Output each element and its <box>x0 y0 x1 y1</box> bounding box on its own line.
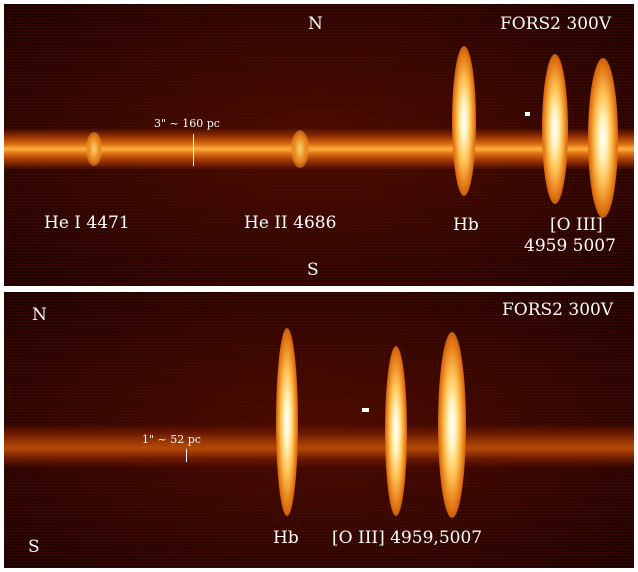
hb-emission <box>452 46 476 196</box>
he1-label: He I 4471 <box>44 213 130 233</box>
north-label: N <box>32 305 47 325</box>
scale-bar <box>193 134 194 166</box>
oiii-5007-emission <box>438 332 466 518</box>
hb-label: Hb <box>273 528 299 548</box>
oiii-wavelengths-label: 4959 5007 <box>524 236 616 256</box>
continuum-trace <box>4 424 634 468</box>
south-label: S <box>307 260 319 280</box>
he2-emission <box>291 130 309 168</box>
north-label: N <box>308 14 323 34</box>
he2-label: He II 4686 <box>244 213 337 233</box>
instrument-label: FORS2 300V <box>502 300 614 320</box>
scale-bar-label: 3" ~ 160 pc <box>154 117 220 130</box>
scale-bar <box>186 449 187 462</box>
scale-bar-label: 1" ~ 52 pc <box>142 433 201 446</box>
oiii-4959-emission <box>542 54 568 204</box>
oiii-label: [O III] <box>550 215 603 235</box>
oiii-label: [O III] 4959,5007 <box>332 528 483 548</box>
oiii-5007-emission <box>588 58 618 218</box>
hb-label: Hb <box>453 215 479 235</box>
he1-emission <box>86 132 102 166</box>
spectrum-panel-top: N FORS2 300V 3" ~ 160 pc He I 4471 He II… <box>4 4 634 286</box>
hb-emission <box>276 328 298 516</box>
spectrum-panel-bottom: N FORS2 300V 1" ~ 52 pc Hb [O III] 4959,… <box>4 292 634 568</box>
bright-pixel <box>362 408 369 412</box>
bright-pixel <box>525 112 530 116</box>
south-label: S <box>28 537 40 557</box>
oiii-4959-emission <box>385 346 407 516</box>
instrument-label: FORS2 300V <box>500 14 612 34</box>
continuum-trace <box>4 128 634 170</box>
